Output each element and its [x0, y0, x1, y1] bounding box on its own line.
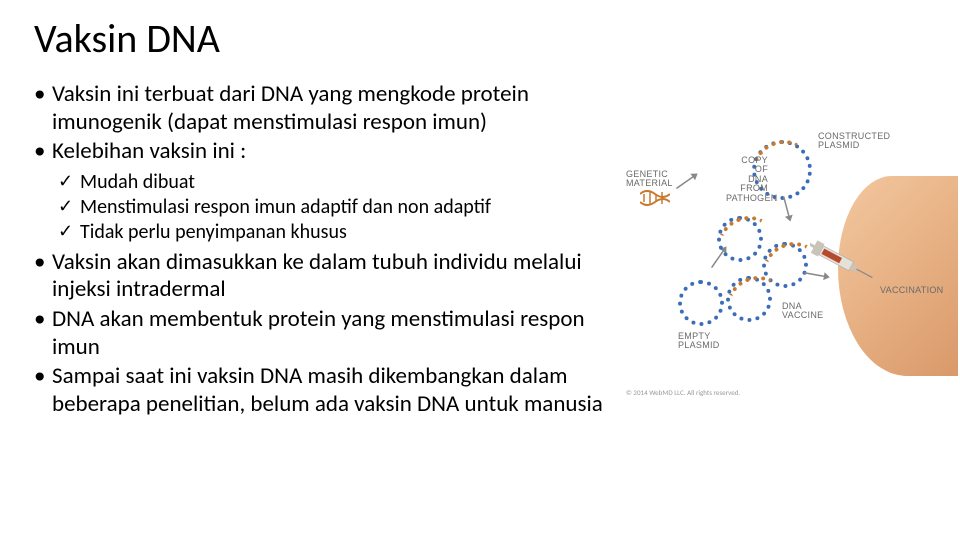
label-empty: EMPTYPLASMID [678, 332, 720, 351]
diagram-credit: © 2014 WebMD LLC. All rights reserved. [626, 388, 740, 397]
label-vaccination: VACCINATION [880, 286, 943, 295]
bullet-list-2: Vaksin akan dimasukkan ke dalam tubuh in… [34, 249, 614, 419]
slide: Vaksin DNA Vaksin ini terbuat dari DNA y… [0, 0, 960, 540]
dna-fragment-icon [640, 190, 670, 206]
slide-title: Vaksin DNA [34, 14, 926, 63]
label-copyof: COPY OFDNA FROMPATHOGEN [726, 156, 768, 203]
label-dnavac: DNAVACCINE [782, 302, 823, 321]
syringe-icon [810, 238, 880, 288]
plasmid-copy-icon [717, 216, 763, 262]
sub-bullet-item: Tidak perlu penyimpanan khusus [58, 220, 614, 245]
bullet-item: Vaksin ini terbuat dari DNA yang mengkod… [34, 81, 614, 136]
sub-bullet-list: Mudah dibuat Menstimulasi respon imun ad… [58, 170, 614, 245]
bullet-item: DNA akan membentuk protein yang menstimu… [34, 306, 614, 361]
bullet-list: Vaksin ini terbuat dari DNA yang mengkod… [34, 81, 614, 166]
plasmid-copy-icon [726, 276, 772, 322]
sub-bullet-item: Menstimulasi respon imun adaptif dan non… [58, 195, 614, 220]
bullet-item: Vaksin akan dimasukkan ke dalam tubuh in… [34, 249, 614, 304]
bullet-item: Kelebihan vaksin ini : [34, 138, 614, 166]
bullet-item: Sampai saat ini vaksin DNA masih dikemba… [34, 363, 614, 418]
empty-plasmid-icon [678, 280, 724, 326]
content-block: Vaksin ini terbuat dari DNA yang mengkod… [34, 81, 614, 418]
arrow-icon [673, 169, 700, 192]
label-genetic: GENETICMATERIAL [626, 170, 673, 189]
dna-vaccine-diagram: GENETICMATERIAL CONSTRUCTEDPLASMID COPY … [632, 130, 952, 410]
sub-bullet-item: Mudah dibuat [58, 170, 614, 195]
label-constructed: CONSTRUCTEDPLASMID [818, 132, 890, 151]
